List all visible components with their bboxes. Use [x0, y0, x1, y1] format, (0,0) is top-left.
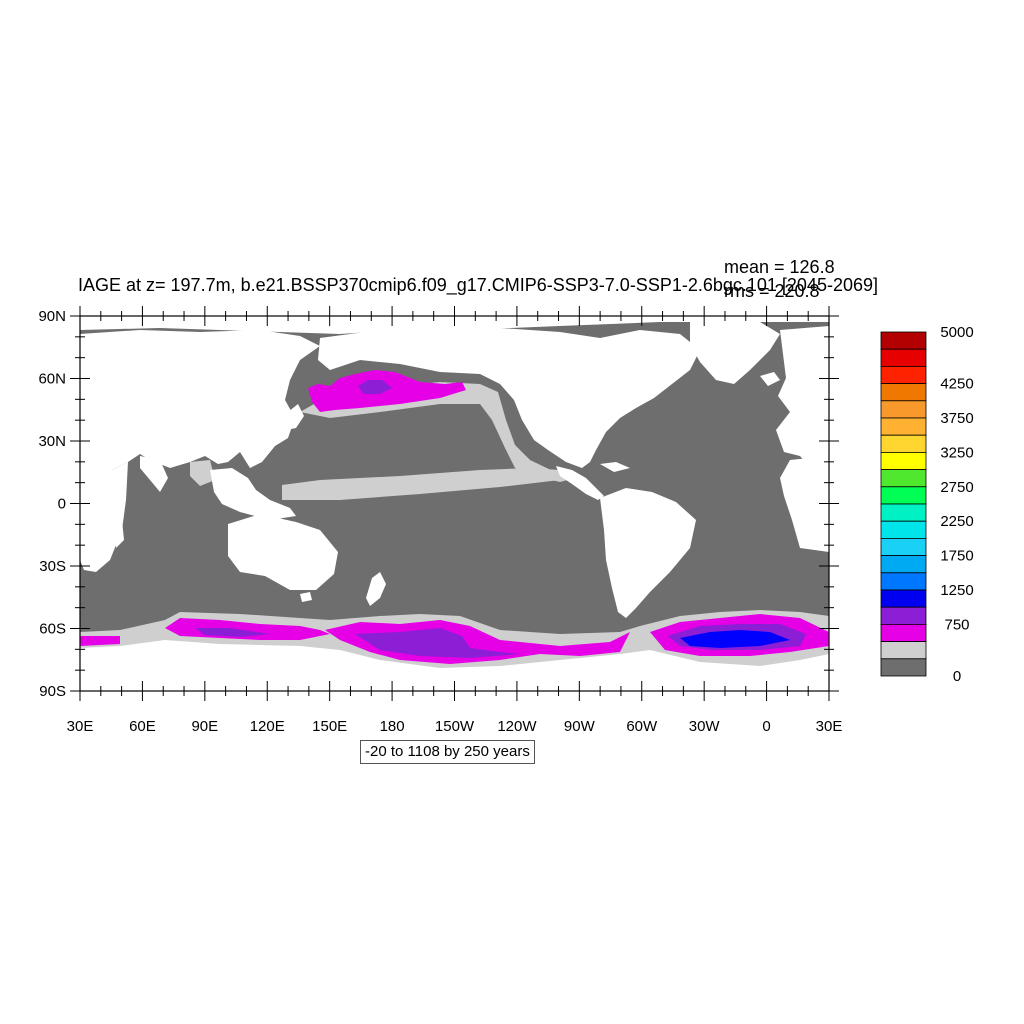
colorbar-label: 3750 — [940, 410, 973, 427]
mediterranean-shape — [190, 460, 215, 486]
colorbar-label: 2750 — [940, 479, 973, 496]
axis-tick-labels: 90N 60N 30N 0 30S 60S 90S 30E 60E 90E 120E 150E 180 1… — [38, 308, 842, 735]
land-tasmania — [300, 592, 312, 602]
colorbar-swatch — [880, 555, 927, 574]
southern-magenta-west — [80, 636, 120, 646]
land-masses — [80, 316, 829, 691]
lon-tick-label: 60W — [626, 718, 658, 735]
colorbar-swatch — [880, 400, 927, 419]
north-pacific-magenta — [308, 370, 466, 412]
lat-tick-label: 90N — [38, 308, 66, 325]
lon-tick-label: 90E — [191, 718, 218, 735]
axis-ticks — [70, 306, 839, 701]
southern-purple-indian — [195, 628, 270, 637]
land-australia — [228, 514, 338, 590]
land-japan — [286, 404, 304, 430]
land-madagascar — [115, 520, 124, 548]
lat-tick-label: 0 — [58, 496, 66, 513]
colorbar-swatch — [880, 641, 927, 660]
land-africa-east-edge — [780, 456, 829, 552]
colorbar-label: 1250 — [940, 582, 973, 599]
colorbar-swatch — [880, 520, 927, 539]
land-europe — [776, 326, 829, 470]
land-eurasia-west — [80, 330, 320, 478]
colorbar-swatch — [880, 538, 927, 557]
land-southeast-asia — [210, 468, 296, 520]
land-greenland — [690, 322, 780, 384]
lat-tick-label: 60S — [39, 621, 66, 638]
colorbar-label: 1750 — [940, 548, 973, 565]
colorbar-swatch — [880, 572, 927, 591]
lat-tick-label: 60N — [38, 371, 66, 388]
lon-tick-label: 120W — [497, 718, 537, 735]
colorbar-swatch — [880, 451, 927, 470]
colorbar-swatch — [880, 606, 927, 625]
colorbar-swatch — [880, 383, 927, 402]
rms-stat: rms = 220.8 — [724, 281, 820, 301]
lat-tick-label: 90S — [39, 683, 66, 700]
colorbar-label: 750 — [944, 616, 969, 633]
lon-tick-label: 90W — [564, 718, 596, 735]
colorbar-swatch — [880, 434, 927, 453]
southern-blue-weddell — [680, 630, 790, 648]
colorbar-swatch — [880, 331, 927, 350]
land-new-zealand — [366, 572, 386, 606]
colorbar-label: 2250 — [940, 513, 973, 530]
colorbar-label: 3250 — [940, 444, 973, 461]
land-alaska-north-america — [318, 328, 700, 468]
colorbar-swatch — [880, 589, 927, 608]
colorbar-swatch — [880, 658, 927, 677]
land-south-america — [600, 488, 696, 618]
colorbar-label: 4250 — [940, 376, 973, 393]
colorbar-swatch — [880, 624, 927, 643]
land-iceland — [760, 372, 780, 386]
lon-tick-label: 60E — [129, 718, 156, 735]
lon-tick-label: 30E — [816, 718, 843, 735]
colorbar-swatch — [880, 348, 927, 367]
lon-tick-label: 150E — [312, 718, 347, 735]
north-pacific-purple — [358, 380, 392, 394]
colorbar-swatch — [880, 486, 927, 505]
contour-info-box: -20 to 1108 by 250 years — [360, 740, 535, 764]
colorbar-label: 0 — [953, 668, 961, 685]
lon-tick-label: 0 — [762, 718, 770, 735]
colorbar-swatch — [880, 417, 927, 436]
land-caribbean — [600, 462, 630, 472]
lon-tick-label: 30W — [689, 718, 721, 735]
mean-stat: mean = 126.8 — [724, 257, 835, 277]
land-antarctica — [80, 640, 829, 691]
colorbar-swatch — [880, 469, 927, 488]
colorbar: 5000 4250 3750 3250 2750 2250 1750 1250 750 0 — [880, 324, 974, 685]
colorbar-label: 5000 — [940, 324, 973, 341]
map-plot-area — [80, 316, 829, 691]
land-india-peninsula — [140, 456, 168, 492]
map-title: IAGE at z= 197.7m, b.e21.BSSP370cmip6.f0… — [78, 275, 878, 295]
lat-tick-label: 30N — [38, 433, 66, 450]
land-central-america — [556, 466, 604, 500]
lat-tick-label: 30S — [39, 558, 66, 575]
lon-tick-label: 180 — [380, 718, 405, 735]
colorbar-swatch — [880, 365, 927, 384]
colorbar-swatch — [880, 503, 927, 522]
lon-tick-label: 30E — [67, 718, 94, 735]
tropical-pacific-band — [282, 468, 580, 500]
lon-tick-label: 150W — [435, 718, 475, 735]
southern-purple-pacific — [355, 628, 520, 658]
lon-tick-label: 120E — [250, 718, 285, 735]
